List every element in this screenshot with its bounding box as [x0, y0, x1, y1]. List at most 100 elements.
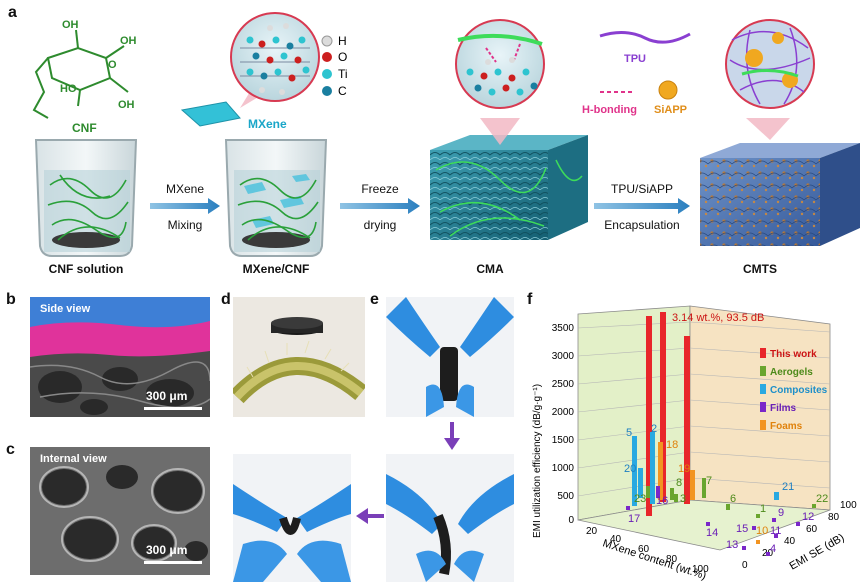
- atom-legend: [321, 35, 333, 96]
- point-label-8: 8: [676, 477, 682, 489]
- bar-composites-21: [774, 492, 779, 500]
- arrow-step-2: [340, 198, 420, 214]
- bar-aerogels-1: [756, 514, 760, 518]
- legend-composites: Composites: [770, 385, 828, 396]
- point-label-21: 21: [782, 481, 794, 493]
- bar-composites-5: [632, 436, 637, 506]
- legend-h: H: [338, 34, 347, 48]
- step-2-bottom-label: drying: [363, 218, 397, 232]
- tpu-line-icon: [599, 31, 691, 44]
- z-tick-80: 80: [828, 512, 840, 523]
- bar-this-work-1: [646, 316, 652, 516]
- point-label-18: 18: [666, 439, 678, 451]
- siapp-sphere-icon: [658, 80, 678, 100]
- legend-films: Films: [770, 403, 797, 414]
- legend-c: C: [338, 84, 347, 98]
- series-films: [626, 486, 800, 556]
- y-tick-2000: 2000: [552, 407, 575, 418]
- chart-floor: [577, 499, 831, 551]
- point-label-7: 7: [706, 475, 712, 487]
- bar-films-12: [796, 522, 800, 526]
- bar-composites-2: [650, 432, 655, 504]
- point-label-6: 6: [730, 493, 736, 505]
- series-foams: [658, 442, 760, 544]
- bar-aerogels-22: [812, 504, 816, 508]
- z-axis-label: EMI SE (dB): [788, 532, 847, 573]
- bar-films-17: [626, 506, 630, 510]
- cma-zoom-bubble: [455, 19, 545, 145]
- cnf-label: CNF: [72, 121, 97, 135]
- y-tick-1000: 1000: [552, 463, 575, 474]
- sem-internal-scale-label: 300 μm: [146, 543, 188, 557]
- bar-films-14: [706, 522, 710, 526]
- step-1-bottom-label: Mixing: [167, 218, 203, 232]
- bar-aerogels-7: [702, 478, 706, 498]
- mol-oh-2: OH: [120, 35, 137, 47]
- emi-3d-bar-chart: 0 500 1000 1500 2000 2500 3000 3500 EMI …: [532, 305, 857, 582]
- point-label-5: 5: [626, 427, 632, 439]
- legend-swatch-films: [760, 402, 766, 412]
- x-tick-60: 60: [638, 544, 650, 555]
- point-label-4: 4: [770, 543, 776, 555]
- y-tick-0: 0: [568, 515, 574, 526]
- arrow-down-icon: [444, 422, 460, 450]
- panel-letter-d: d: [221, 291, 231, 308]
- point-label-20: 20: [624, 463, 636, 475]
- step-3-bottom-label: Encapsulation: [604, 218, 680, 232]
- z-tick-60: 60: [806, 524, 818, 535]
- bar-films-15: [752, 526, 756, 530]
- y-tick-500: 500: [557, 491, 574, 502]
- point-label-12: 12: [802, 511, 814, 523]
- point-label-14: 14: [706, 527, 718, 539]
- z-tick-0: 0: [742, 560, 748, 571]
- arrow-step-3: [594, 198, 690, 214]
- legend-foams: Foams: [770, 421, 803, 432]
- sem-internal-scale-bar: [144, 561, 202, 564]
- flex-photo-2: [386, 454, 514, 582]
- point-label-23: 23: [634, 493, 646, 505]
- point-label-15: 15: [736, 523, 748, 535]
- x-tick-100: 100: [692, 564, 709, 575]
- bar-this-work-2: [660, 312, 666, 502]
- legend-swatch-aerogels: [760, 366, 766, 376]
- step-3-top-label: TPU/SiAPP: [610, 182, 673, 196]
- series-this-work: [646, 312, 690, 516]
- mol-oh-1: OH: [62, 19, 79, 31]
- bar-aerogels-6: [726, 504, 730, 510]
- point-label-16: 16: [656, 495, 668, 507]
- y-tick-3000: 3000: [552, 351, 575, 362]
- beaker-mxene-cnf-drawing: [224, 139, 328, 257]
- point-label-19: 19: [678, 463, 690, 475]
- point-label-9: 9: [778, 507, 784, 519]
- tpu-label: TPU: [624, 53, 646, 65]
- sem-side-scale-bar: [144, 407, 202, 410]
- sem-side-view-photo: Side view 300 μm: [30, 297, 210, 417]
- bar-foams-18: [658, 442, 663, 500]
- mxene-flake-icon: [180, 101, 241, 127]
- sem-internal-view-label: Internal view: [40, 453, 107, 465]
- panel-letter-f: f: [527, 291, 533, 308]
- legend-this-work: This work: [770, 349, 817, 360]
- legend-ti: Ti: [338, 67, 348, 81]
- mol-oh-3: OH: [118, 99, 135, 111]
- bar-aerogels-3: [674, 494, 678, 502]
- mol-ho-1: HO: [60, 83, 77, 95]
- hbond-label: H-bonding: [582, 104, 637, 116]
- sem-internal-view-photo: Internal view 300 μm: [30, 447, 210, 575]
- bar-aerogels-23: [646, 486, 650, 498]
- series-composites: [632, 432, 779, 506]
- y-tick-3500: 3500: [552, 323, 575, 334]
- point-label-22: 22: [816, 493, 828, 505]
- stage-label-cnf-solution: CNF solution: [48, 262, 124, 276]
- bar-this-work-3: [684, 336, 690, 504]
- arrow-left-icon: [356, 508, 384, 524]
- lightweight-demo-photo: [233, 297, 365, 417]
- bar-foams-10: [756, 540, 760, 544]
- beaker-cnf-solution-drawing: [34, 139, 138, 257]
- stage-label-mxene-cnf: MXene/CNF: [242, 262, 310, 276]
- y-tick-1500: 1500: [552, 435, 575, 446]
- panel-letter-a: a: [8, 4, 17, 21]
- y-axis-label: EMI utilization efficiency (dB/g·g⁻¹): [532, 384, 543, 538]
- bar-films-16: [656, 486, 660, 498]
- stage-label-cma: CMA: [476, 262, 504, 276]
